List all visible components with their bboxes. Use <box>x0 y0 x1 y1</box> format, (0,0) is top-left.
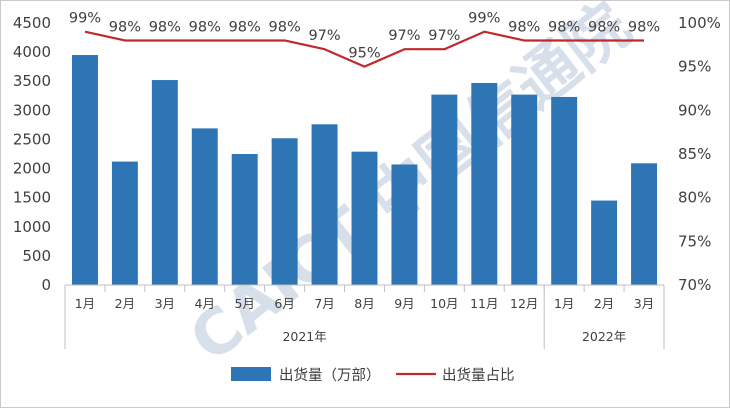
category-label: 3月 <box>155 296 175 311</box>
right-axis: 70% 75% 80% 85% 90% 95% 100% <box>678 14 721 294</box>
right-tick-label: 85% <box>678 145 711 163</box>
bar <box>631 163 658 285</box>
year-label: 2021年 <box>282 329 326 344</box>
left-tick-label: 2000 <box>13 160 51 178</box>
bar <box>511 94 538 285</box>
data-label: 98% <box>269 19 301 35</box>
category-label: 5月 <box>234 296 254 311</box>
left-tick-label: 2500 <box>13 130 51 148</box>
left-axis: 0 500 1000 1500 2000 2500 3000 3500 4000 4500 <box>13 14 51 294</box>
category-label: 1月 <box>75 296 95 311</box>
bar <box>191 128 218 285</box>
category-label: 2月 <box>594 296 614 311</box>
category-label: 2月 <box>115 296 135 311</box>
bar-series <box>71 55 658 286</box>
category-label: 4月 <box>195 296 215 311</box>
right-tick-label: 100% <box>678 14 721 32</box>
data-label: 97% <box>308 28 340 44</box>
category-label: 9月 <box>394 296 414 311</box>
data-label: 98% <box>149 19 181 35</box>
left-tick-label: 4000 <box>13 43 51 61</box>
left-tick-label: 1500 <box>13 189 51 207</box>
bar <box>151 80 178 286</box>
left-tick-label: 500 <box>22 247 51 265</box>
share-line <box>84 30 645 68</box>
legend: 出货量（万部） 出货量占比 <box>231 367 515 384</box>
data-label: 99% <box>69 11 101 27</box>
left-tick-label: 3000 <box>13 101 51 119</box>
category-label: 7月 <box>314 296 334 311</box>
bar <box>391 164 418 285</box>
x-axis: 1月 2月 3月 4月 5月 6月 7月 8月 9月 10月 11月 12月 1月 2月 3月 2021年 20… <box>64 284 665 349</box>
bar <box>431 94 458 285</box>
legend-bar-swatch <box>231 367 271 381</box>
category-label: 12月 <box>510 296 538 311</box>
bar <box>311 124 338 285</box>
year-label: 2022年 <box>582 329 626 344</box>
category-label: 6月 <box>274 296 294 311</box>
bar <box>471 82 498 285</box>
left-tick-label: 3500 <box>13 72 51 90</box>
bar <box>231 154 258 285</box>
right-tick-label: 95% <box>678 58 711 76</box>
data-label: 97% <box>428 28 460 44</box>
data-label: 98% <box>628 19 660 35</box>
right-tick-label: 75% <box>678 232 711 250</box>
category-label: 10月 <box>430 296 458 311</box>
category-label: 11月 <box>470 296 498 311</box>
category-label: 3月 <box>634 296 654 311</box>
bar <box>551 96 578 285</box>
bar <box>591 200 618 285</box>
legend-line-label: 出货量占比 <box>442 367 515 384</box>
legend-bar-label: 出货量（万部） <box>279 367 381 384</box>
bar <box>111 161 138 285</box>
data-label: 98% <box>508 19 540 35</box>
left-tick-label: 1000 <box>13 218 51 236</box>
data-label: 97% <box>388 28 420 44</box>
category-label: 8月 <box>354 296 374 311</box>
data-label: 98% <box>548 19 580 35</box>
left-tick-label: 0 <box>41 276 51 294</box>
line-series <box>84 30 645 68</box>
right-tick-label: 80% <box>678 189 711 207</box>
line-data-labels: 99% 98% 98% 98% 98% 98% 97% 95% 97% 97% 99% 98% 98% 9… <box>69 11 660 62</box>
data-label: 98% <box>109 19 141 35</box>
bar <box>351 151 378 285</box>
data-label: 98% <box>189 19 221 35</box>
right-tick-label: 70% <box>678 276 711 294</box>
right-tick-label: 90% <box>678 101 711 119</box>
category-label: 1月 <box>554 296 574 311</box>
left-tick-label: 4500 <box>13 14 51 32</box>
bar <box>71 55 98 286</box>
data-label: 98% <box>229 19 261 35</box>
bar <box>271 138 298 285</box>
data-label: 98% <box>588 19 620 35</box>
data-label: 95% <box>348 46 380 62</box>
data-label: 99% <box>468 11 500 27</box>
